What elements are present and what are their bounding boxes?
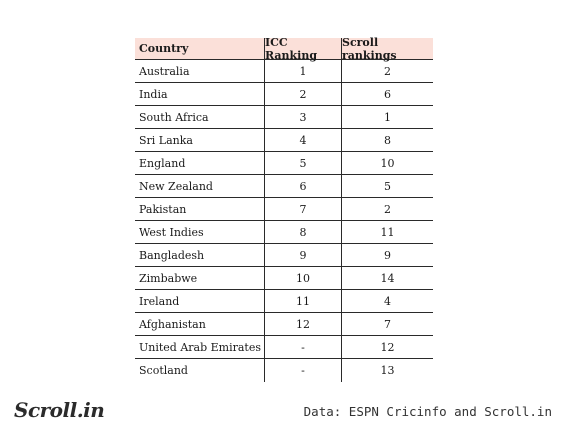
cell-scroll-ranking: 5 — [341, 175, 433, 197]
cell-country: Australia — [139, 64, 190, 78]
cell-scroll-ranking: 1 — [341, 106, 433, 128]
table-row: South Africa 3 1 — [135, 106, 433, 129]
cell-country: West Indies — [139, 225, 204, 239]
table-row: India 2 6 — [135, 83, 433, 106]
cell-scroll-ranking: 2 — [341, 198, 433, 220]
table-row: Zimbabwe 10 14 — [135, 267, 433, 290]
cell-scroll-ranking: 9 — [341, 244, 433, 266]
cell-scroll-ranking: 11 — [341, 221, 433, 243]
table-row: Sri Lanka 4 8 — [135, 129, 433, 152]
cell-country: Sri Lanka — [139, 133, 193, 147]
cell-icc-ranking: 12 — [264, 313, 341, 335]
cell-scroll-ranking: 13 — [341, 359, 433, 382]
cell-icc-ranking: 11 — [264, 290, 341, 312]
table-row: Ireland 11 4 — [135, 290, 433, 313]
cell-scroll-ranking: 4 — [341, 290, 433, 312]
scroll-logo: Scroll.in — [14, 398, 105, 422]
cell-country: Ireland — [139, 294, 180, 308]
table-row: Bangladesh 9 9 — [135, 244, 433, 267]
cell-icc-ranking: 2 — [264, 83, 341, 105]
table-row: Pakistan 7 2 — [135, 198, 433, 221]
cell-icc-ranking: 3 — [264, 106, 341, 128]
cell-scroll-ranking: 12 — [341, 336, 433, 358]
table-row: West Indies 8 11 — [135, 221, 433, 244]
header-icc-ranking: ICC Ranking — [264, 36, 341, 62]
cell-icc-ranking: 5 — [264, 152, 341, 174]
cell-icc-ranking: 6 — [264, 175, 341, 197]
cell-icc-ranking: 10 — [264, 267, 341, 289]
cell-country: Pakistan — [139, 202, 187, 216]
header-scroll-rankings: Scroll rankings — [341, 36, 433, 62]
data-source-note: Data: ESPN Cricinfo and Scroll.in — [303, 404, 552, 419]
table-row: Afghanistan 12 7 — [135, 313, 433, 336]
cell-icc-ranking: 7 — [264, 198, 341, 220]
cell-country: South Africa — [139, 110, 209, 124]
cell-country: Bangladesh — [139, 248, 205, 262]
cell-icc-ranking: - — [264, 336, 341, 358]
cell-scroll-ranking: 10 — [341, 152, 433, 174]
table-row: United Arab Emirates -12 — [135, 336, 433, 359]
cell-icc-ranking: 1 — [264, 60, 341, 82]
table-row: New Zealand 6 5 — [135, 175, 433, 198]
cell-scroll-ranking: 2 — [341, 60, 433, 82]
cell-scroll-ranking: 6 — [341, 83, 433, 105]
cell-country: New Zealand — [139, 179, 213, 193]
cell-country: England — [139, 156, 186, 170]
rankings-table: Country ICC Ranking Scroll rankings Aust… — [135, 36, 433, 382]
cell-icc-ranking: - — [264, 359, 341, 382]
cell-icc-ranking: 9 — [264, 244, 341, 266]
table-row: Scotland -13 — [135, 359, 433, 382]
cell-country: United Arab Emirates — [139, 340, 262, 354]
table-row: England 5 10 — [135, 152, 433, 175]
table-row: Australia 1 2 — [135, 60, 433, 83]
cell-country: Zimbabwe — [139, 271, 198, 285]
table-header-row: Country ICC Ranking Scroll rankings — [135, 36, 433, 62]
cell-scroll-ranking: 7 — [341, 313, 433, 335]
cell-icc-ranking: 4 — [264, 129, 341, 151]
header-country: Country — [139, 42, 189, 55]
cell-scroll-ranking: 14 — [341, 267, 433, 289]
cell-country: India — [139, 87, 168, 101]
cell-country: Scotland — [139, 364, 188, 377]
cell-icc-ranking: 8 — [264, 221, 341, 243]
cell-scroll-ranking: 8 — [341, 129, 433, 151]
cell-country: Afghanistan — [139, 317, 206, 331]
